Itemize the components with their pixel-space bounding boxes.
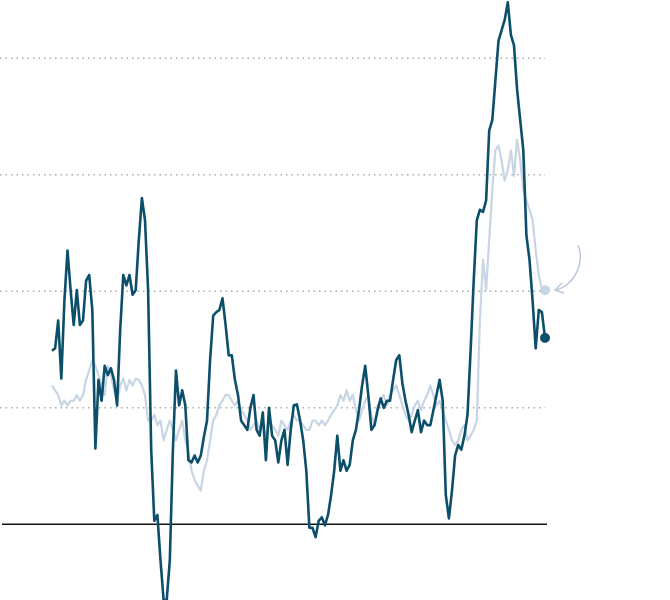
end-dot <box>540 285 550 296</box>
line <box>51 0 547 600</box>
annotation-arrow <box>555 244 581 291</box>
line <box>51 138 545 492</box>
annotation-arrowhead <box>553 282 565 294</box>
plot <box>0 0 550 600</box>
end-dot <box>540 332 550 343</box>
